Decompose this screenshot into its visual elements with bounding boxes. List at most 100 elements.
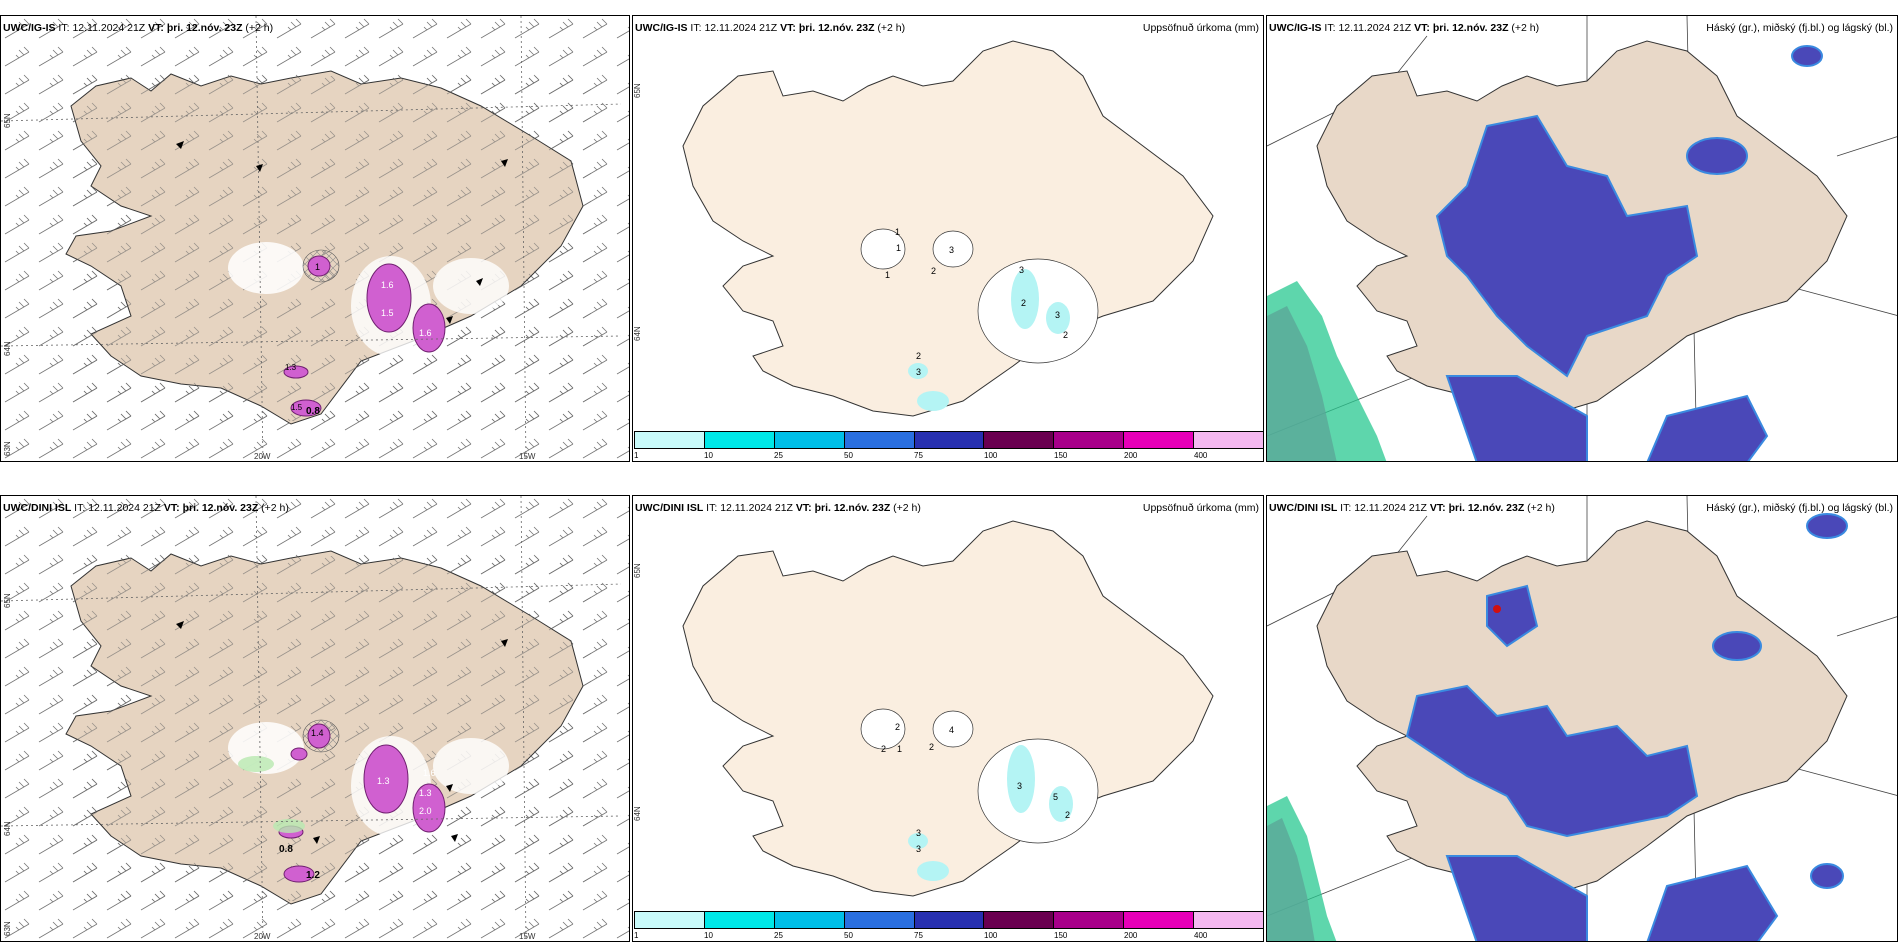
cloud-panel-top: UWC/IG-IS IT: 12.11.2024 21Z VT: þri. 12…: [1266, 15, 1898, 462]
precip-panel-bottom: 2 2 1 4 2 3 5 2 3 3 UWC/DINI ISL IT: 12.…: [632, 495, 1264, 942]
lat-label: 64N: [633, 326, 642, 341]
wind-value: 1.4: [311, 728, 324, 738]
cloud-high-spot: [1493, 605, 1501, 613]
precip-label: 1: [896, 243, 901, 253]
cloud-low-area: [1267, 818, 1315, 941]
panel-title: UWC/IG-IS IT: 12.11.2024 21Z VT: þri. 12…: [1269, 22, 1540, 34]
wind-magenta-area: [307, 723, 331, 749]
colorbar-swatch: [844, 432, 915, 448]
colorbar-tick: 25: [774, 451, 783, 460]
wind-map-bottom: 1.4 1.3 1.3 1.6 2.0 0.8 1.2: [1, 496, 629, 941]
cloud-mid-area: [1686, 137, 1748, 175]
lon-label: 15W: [519, 452, 536, 461]
colorbar-tick: 50: [844, 451, 853, 460]
colorbar-tick: 200: [1124, 451, 1138, 460]
cloud-mid-area: [1445, 375, 1588, 461]
precip-area: [908, 363, 928, 379]
lat-label: 65N: [633, 83, 642, 98]
colorbar-tick: 150: [1054, 931, 1068, 940]
cloud-low-area: [1267, 306, 1337, 461]
colorbar-tick: 1: [634, 931, 639, 940]
precip-area: [1007, 745, 1035, 813]
wind-value: 1.2: [306, 870, 320, 881]
colorbar-tick: 200: [1124, 931, 1138, 940]
cloud-panel-bottom: UWC/DINI ISL IT: 12.11.2024 21Z VT: þri.…: [1266, 495, 1898, 942]
cloud-mid-area: [1435, 114, 1699, 378]
cloud-mid-area: [1806, 513, 1848, 539]
wind-magenta-area: [412, 303, 446, 353]
precip-label: 2: [1063, 330, 1068, 340]
colorbar-tick: 75: [914, 451, 923, 460]
colorbar-swatch: [774, 432, 845, 448]
colorbar-tick: 100: [984, 451, 998, 460]
precip-area: [917, 861, 949, 881]
land-shape: [682, 40, 1214, 417]
colorbar: [634, 911, 1263, 929]
lon-label: 20W: [254, 452, 271, 461]
precip-label: 3: [1019, 265, 1024, 275]
colorbar-swatch: [1054, 912, 1125, 928]
cloud-mid-area: [1646, 394, 1769, 461]
wind-value: 1.5: [381, 308, 394, 318]
wind-magenta-area: [363, 744, 409, 814]
colorbar-tick: 150: [1054, 451, 1068, 460]
colorbar-tick: 10: [704, 931, 713, 940]
panel-title: UWC/DINI ISL IT: 12.11.2024 21Z VT: þri.…: [3, 502, 289, 514]
wind-magenta-area: [283, 365, 309, 379]
wind-magenta-area: [290, 399, 322, 417]
land-shape: [682, 520, 1214, 897]
land-shape: [1316, 520, 1848, 897]
panel-title: UWC/DINI ISL IT: 12.11.2024 21Z VT: þri.…: [1269, 502, 1555, 514]
wind-value: 1.3: [285, 363, 297, 372]
precip-panel-top: 1 1 1 3 2 3 2 3 2 2 3 UWC/IG-IS IT: 12.1…: [632, 15, 1264, 462]
cloud-mid-area: [1445, 855, 1588, 941]
colorbar-swatch: [914, 432, 985, 448]
wind-value: 0.8: [279, 844, 293, 855]
wind-map-top: 1 1.5 1.6 1.6 0.8 1.3 1.5: [1, 16, 629, 461]
precip-label: 1: [895, 227, 900, 237]
cloud-mid-area: [1712, 631, 1762, 661]
colorbar: [634, 431, 1263, 449]
wind-value: 1.3: [419, 788, 432, 798]
colorbar-swatch: [774, 912, 845, 928]
colorbar-swatch: [1124, 432, 1195, 448]
colorbar-tick: 1: [634, 451, 639, 460]
precip-label: 3: [949, 245, 954, 255]
colorbar-swatch: [704, 912, 775, 928]
colorbar-swatch: [984, 432, 1055, 448]
panel-title: UWC/IG-IS IT: 12.11.2024 21Z VT: þri. 12…: [3, 22, 274, 34]
precip-label: 2: [1065, 810, 1070, 820]
wind-magenta-area: [412, 783, 446, 833]
cloud-mid-area: [1791, 45, 1823, 67]
precip-title: Uppsöfnuð úrkoma (mm): [1142, 22, 1259, 34]
colorbar-swatch: [1194, 432, 1263, 448]
wind-value: 2.0: [419, 806, 432, 816]
cloud-map-top: [1267, 16, 1897, 461]
precip-area: [1011, 269, 1039, 329]
precip-area: [1046, 302, 1070, 334]
precip-label: 4: [949, 725, 954, 735]
colorbar-tick: 400: [1194, 451, 1208, 460]
panel-title: UWC/DINI ISL IT: 12.11.2024 21Z VT: þri.…: [635, 502, 921, 514]
colorbar-tick: 75: [914, 931, 923, 940]
colorbar-swatch: [844, 912, 915, 928]
precip-map-bottom: 2 2 1 4 2 3 5 2 3 3: [682, 520, 1214, 897]
colorbar-tick: 50: [844, 931, 853, 940]
colorbar-swatch: [1124, 912, 1195, 928]
colorbar-swatch: [635, 912, 705, 928]
wind-magenta-area: [366, 263, 412, 333]
precip-label: 1: [885, 270, 890, 280]
lat-label: 63N: [3, 921, 12, 936]
wind-panel-top: 1 1.5 1.6 1.6 0.8 1.3 1.5 UWC/IG-IS IT: …: [0, 15, 630, 462]
lon-label: 15W: [519, 932, 536, 941]
precip-label: 3: [916, 828, 921, 838]
wind-value: 1.5: [291, 403, 303, 412]
colorbar-swatch: [704, 432, 775, 448]
lat-label: 63N: [3, 441, 12, 456]
precip-area: [1049, 786, 1073, 822]
wind-panel-bottom: 1.4 1.3 1.3 1.6 2.0 0.8 1.2 UWC/DINI ISL…: [0, 495, 630, 942]
precip-label: 2: [881, 744, 886, 754]
precip-label: 2: [895, 722, 900, 732]
lat-label: 64N: [3, 821, 12, 836]
wind-value: 1: [315, 262, 320, 272]
